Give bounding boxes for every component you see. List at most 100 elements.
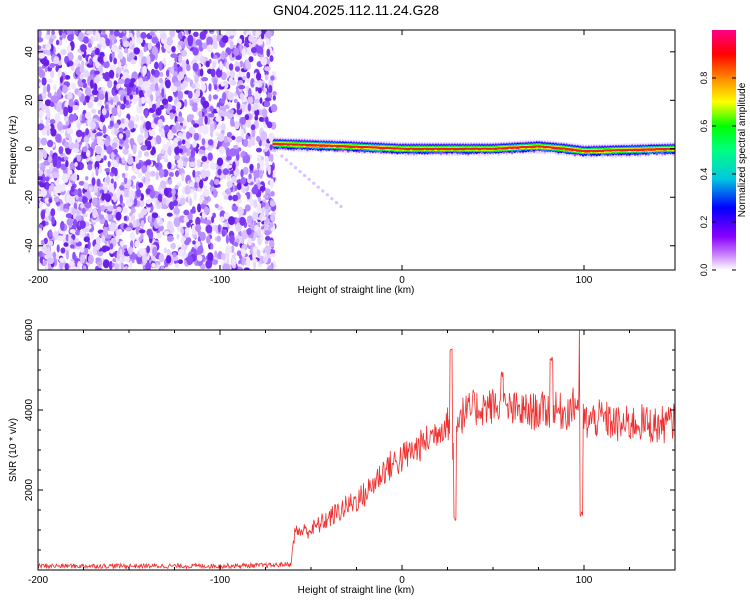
noise-blob xyxy=(232,148,240,156)
noise-blob xyxy=(67,169,73,175)
noise-blob xyxy=(57,121,63,132)
noise-blob xyxy=(160,188,165,194)
noise-blob xyxy=(197,245,204,255)
noise-blob xyxy=(74,162,78,167)
noise-blob xyxy=(188,30,192,35)
noise-blob xyxy=(166,248,171,256)
noise-blob xyxy=(198,110,203,118)
noise-blob xyxy=(88,254,94,265)
noise-blob xyxy=(176,233,180,240)
noise-blob xyxy=(38,250,44,258)
noise-blob xyxy=(101,30,106,36)
noise-blob xyxy=(79,220,86,230)
noise-blob xyxy=(252,103,259,111)
noise-blob xyxy=(264,74,269,81)
noise-blob xyxy=(60,163,67,171)
noise-blob xyxy=(192,240,196,245)
noise-blob xyxy=(60,247,66,254)
noise-blob xyxy=(195,90,201,98)
noise-blob xyxy=(85,128,89,136)
noise-blob xyxy=(122,41,130,47)
noise-blob xyxy=(103,155,107,161)
noise-blob xyxy=(169,67,175,75)
noise-blob xyxy=(120,103,126,110)
noise-blob xyxy=(166,212,173,217)
noise-blob xyxy=(256,135,261,142)
snr-ylabel: SNR (10 * v/v) xyxy=(8,418,19,482)
noise-blob xyxy=(48,185,52,195)
noise-blob xyxy=(48,229,53,238)
trail-point xyxy=(303,173,307,178)
noise-blob xyxy=(156,135,162,145)
noise-blob xyxy=(204,115,208,125)
noise-blob xyxy=(48,198,53,204)
noise-blob xyxy=(269,144,273,151)
noise-blob xyxy=(38,30,42,39)
snr-axes: -200 -100 0 100 2000 4000 6000 xyxy=(24,318,676,586)
y-tick-label: 4000 xyxy=(24,398,35,421)
noise-blob xyxy=(228,109,235,114)
noise-blob xyxy=(250,135,256,144)
noise-blob xyxy=(140,32,147,39)
noise-blob xyxy=(144,160,152,166)
noise-blob xyxy=(157,118,164,128)
noise-blob xyxy=(46,169,51,175)
noise-blob xyxy=(84,201,92,209)
noise-blob xyxy=(111,159,118,167)
noise-blob xyxy=(265,30,272,39)
noise-blob xyxy=(40,239,45,246)
noise-blob xyxy=(43,237,48,245)
noise-blob xyxy=(63,156,69,162)
noise-blob xyxy=(141,208,148,216)
noise-blob xyxy=(215,68,223,78)
noise-blob xyxy=(245,134,249,140)
noise-blob xyxy=(128,189,135,199)
noise-blob xyxy=(107,160,111,168)
noise-blob xyxy=(209,123,215,133)
noise-blob xyxy=(118,133,124,139)
noise-blob xyxy=(142,265,146,270)
noise-blob xyxy=(104,193,112,203)
noise-blob xyxy=(238,84,246,90)
noise-blob xyxy=(38,151,44,160)
noise-blob xyxy=(135,162,142,170)
noise-blob xyxy=(195,224,202,233)
noise-blob xyxy=(117,61,122,68)
noise-blob xyxy=(102,124,107,134)
noise-blob xyxy=(45,207,50,217)
noise-blob xyxy=(97,109,102,115)
noise-blob xyxy=(171,75,179,84)
noise-blob xyxy=(231,267,238,270)
noise-blob xyxy=(263,194,269,199)
noise-blob xyxy=(157,224,164,232)
noise-blob xyxy=(223,135,228,143)
noise-blob xyxy=(165,255,172,264)
noise-blob xyxy=(225,188,232,195)
noise-blob xyxy=(42,59,50,67)
noise-blob xyxy=(46,83,51,93)
noise-blob xyxy=(184,185,191,195)
noise-blob xyxy=(168,172,174,177)
noise-blob xyxy=(222,168,230,176)
noise-blob xyxy=(174,155,181,160)
noise-blob xyxy=(128,120,135,130)
noise-blob xyxy=(173,217,181,228)
noise-blob xyxy=(240,169,244,178)
noise-blob xyxy=(233,47,240,57)
noise-blob xyxy=(265,143,270,149)
noise-blob xyxy=(133,47,140,55)
noise-blob xyxy=(225,147,231,157)
noise-blob xyxy=(169,30,176,38)
noise-blob xyxy=(269,55,274,62)
noise-blob xyxy=(167,235,174,242)
noise-blob xyxy=(93,185,99,193)
noise-blob xyxy=(248,56,254,63)
noise-blob xyxy=(209,105,214,112)
noise-blob xyxy=(74,238,80,243)
noise-blob xyxy=(155,82,159,92)
noise-blob xyxy=(250,124,256,131)
noise-blob xyxy=(221,253,226,260)
noise-blob xyxy=(163,127,168,134)
noise-blob xyxy=(239,43,243,53)
noise-blob xyxy=(110,178,114,185)
